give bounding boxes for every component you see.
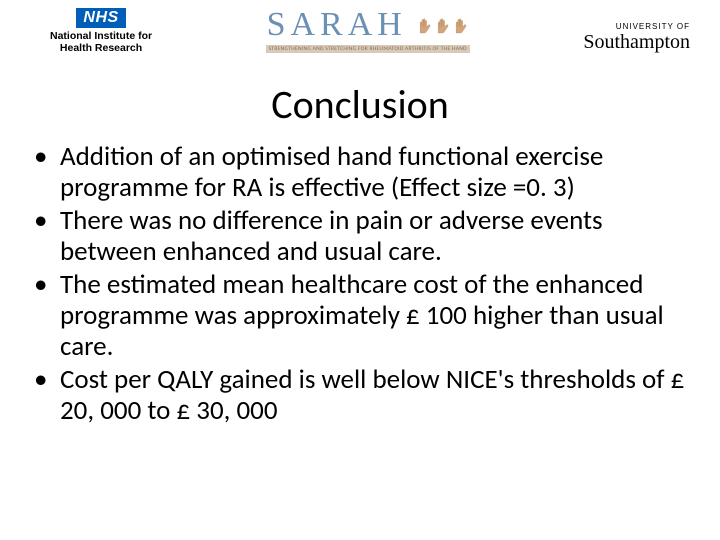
nhs-line2: Health Research: [60, 42, 142, 54]
nhs-logo: NHS National Institute for Health Resear…: [50, 8, 152, 54]
bullet-list: Addition of an optimised hand functional…: [0, 141, 720, 426]
slide-title: Conclusion: [0, 80, 720, 129]
hand-icon: [435, 15, 451, 35]
bullet-item: Cost per QALY gained is well below NICE'…: [60, 364, 686, 426]
header-logos: NHS National Institute for Health Resear…: [0, 0, 720, 78]
nhs-line1: National Institute for: [50, 30, 152, 42]
southampton-main: Southampton: [583, 31, 690, 54]
slide: NHS National Institute for Health Resear…: [0, 0, 720, 540]
sarah-name: SARAH: [267, 8, 469, 42]
sarah-word-text: SARAH: [267, 8, 407, 42]
sarah-subtitle: STRENGTHENING AND STRETCHING FOR RHEUMAT…: [266, 45, 470, 53]
sarah-logo: SARAH STRENGTHENING AND STRETCHING FOR R…: [266, 8, 470, 53]
bullet-item: There was no difference in pain or adver…: [60, 205, 686, 267]
bullet-item: The estimated mean healthcare cost of th…: [60, 269, 686, 362]
nhs-text: National Institute for Health Research: [50, 30, 152, 54]
sarah-hands-icon: [417, 15, 469, 35]
hand-icon: [453, 15, 469, 35]
southampton-top: UNIVERSITY OF: [583, 22, 690, 31]
bullet-item: Addition of an optimised hand functional…: [60, 141, 686, 203]
hand-icon: [417, 15, 433, 35]
nhs-badge: NHS: [76, 8, 125, 28]
southampton-logo: UNIVERSITY OF Southampton: [583, 8, 690, 54]
